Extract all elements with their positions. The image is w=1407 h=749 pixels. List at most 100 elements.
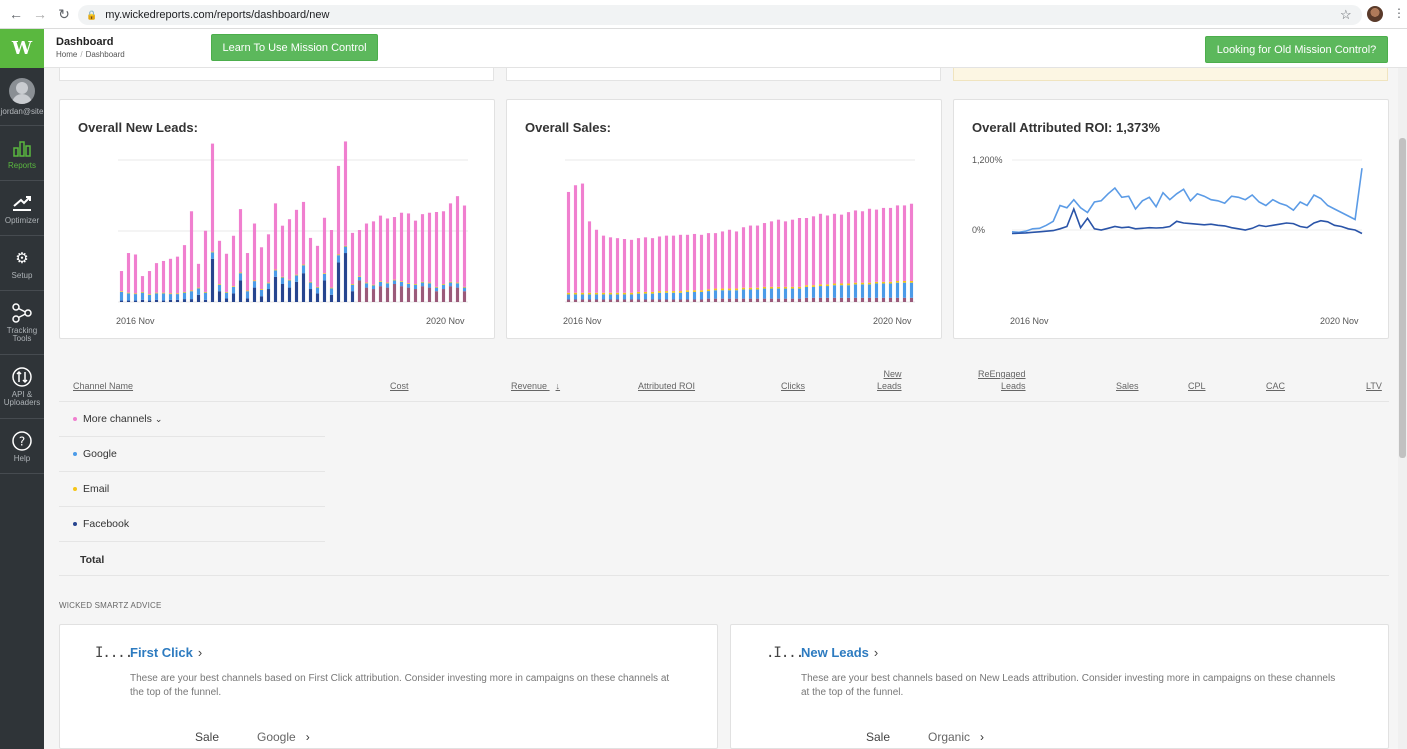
bar-facebook	[455, 287, 460, 302]
reload-icon[interactable]: ↻	[58, 6, 70, 22]
sales-title: Overall Sales:	[525, 120, 611, 135]
bar-email	[762, 286, 767, 289]
bar-more-channels	[301, 201, 306, 265]
bar-email	[650, 291, 655, 294]
bar-facebook	[713, 298, 718, 302]
bar-email	[259, 289, 264, 290]
bar-more-channels	[294, 209, 299, 275]
bookmark-star-icon[interactable]: ☆	[1340, 7, 1352, 22]
bar-google	[755, 289, 760, 299]
bar-facebook	[608, 299, 613, 302]
page-scrollbar[interactable]	[1398, 68, 1407, 749]
sidebar-item-reports[interactable]: Reports	[0, 126, 44, 181]
breadcrumb-home[interactable]: Home	[56, 50, 78, 59]
bar-google	[650, 293, 655, 300]
bar-more-channels	[594, 229, 599, 293]
bar-more-channels	[210, 143, 215, 252]
advice-channel[interactable]: Google ›	[257, 730, 310, 744]
bar-more-channels	[378, 215, 383, 282]
bar-facebook	[343, 253, 348, 302]
row-facebook[interactable]: Facebook	[59, 507, 325, 542]
bar-google	[329, 288, 334, 295]
col-cost[interactable]: Cost	[390, 381, 409, 391]
col-ltv[interactable]: LTV	[1366, 381, 1382, 391]
profile-avatar[interactable]	[1367, 6, 1383, 22]
sidebar-item-optimizer[interactable]: Optimizer	[0, 181, 44, 236]
advice-title[interactable]: New Leads ›	[801, 645, 878, 660]
bar-facebook	[580, 299, 585, 302]
bar-more-channels	[587, 221, 592, 293]
old-mission-control-button[interactable]: Looking for Old Mission Control?	[1205, 36, 1388, 63]
svg-text:?: ?	[19, 434, 25, 448]
col-clicks[interactable]: Clicks	[781, 381, 805, 391]
x-axis-start: 2016 Nov	[563, 316, 602, 326]
bar-google	[839, 285, 844, 298]
advice-title[interactable]: First Click ›	[130, 645, 202, 660]
row-more-channels[interactable]: More channels ⌄	[59, 402, 325, 437]
sidebar-item-setup[interactable]: ⚙ Setup	[0, 236, 44, 291]
x-axis-start: 2016 Nov	[116, 316, 155, 326]
bar-facebook	[727, 298, 732, 302]
col-revenue[interactable]: Revenue ↓	[511, 380, 560, 392]
bar-more-channels	[175, 256, 180, 294]
avatar	[9, 78, 35, 104]
col-new-leads[interactable]: New Leads	[877, 368, 902, 392]
bar-google	[448, 282, 453, 287]
bar-email	[636, 291, 641, 294]
bar-more-channels	[685, 234, 690, 291]
bar-email	[741, 287, 746, 290]
advice-channel[interactable]: Organic ›	[928, 730, 984, 744]
bar-more-channels	[706, 233, 711, 290]
row-google[interactable]: Google	[59, 437, 325, 472]
bar-more-channels	[448, 203, 453, 282]
bar-more-channels	[727, 229, 732, 289]
bar-google	[804, 286, 809, 298]
bar-email	[888, 281, 893, 284]
bar-email	[301, 264, 306, 266]
learn-mission-control-button[interactable]: Learn To Use Mission Control	[211, 34, 378, 61]
x-axis-end: 2020 Nov	[873, 316, 912, 326]
bar-more-channels	[713, 233, 718, 289]
col-channel-name[interactable]: Channel Name	[73, 381, 134, 391]
bar-facebook	[259, 296, 264, 302]
bar-google	[322, 273, 327, 281]
sidebar-item-help[interactable]: ? Help	[0, 419, 44, 474]
warning-card-partial	[953, 68, 1388, 81]
browser-menu-icon[interactable]: ⋮	[1393, 6, 1405, 20]
bar-facebook	[811, 297, 816, 302]
user-profile[interactable]: jordan@site	[0, 68, 44, 126]
col-reengaged-leads[interactable]: ReEngaged Leads	[978, 368, 1026, 392]
optimizer-icon	[11, 192, 33, 214]
bar-email	[685, 290, 690, 292]
bar-google	[385, 283, 390, 288]
wicked-logo[interactable]: W	[0, 29, 44, 68]
col-cpl[interactable]: CPL	[1188, 381, 1206, 391]
bar-google	[671, 292, 676, 300]
bar-google	[336, 255, 341, 263]
bar-email	[448, 281, 453, 283]
setup-icon: ⚙	[15, 249, 29, 267]
bar-more-channels	[874, 209, 879, 282]
col-attributed-roi[interactable]: Attributed ROI	[638, 381, 696, 391]
col-cac[interactable]: CAC	[1266, 381, 1286, 391]
bar-google	[678, 292, 683, 300]
bar-more-channels	[601, 235, 606, 293]
sales-chart	[565, 159, 915, 303]
back-icon[interactable]: ←	[9, 6, 23, 22]
scrollbar-thumb[interactable]	[1399, 138, 1406, 458]
sidebar-item-tracking-tools[interactable]: Tracking Tools	[0, 291, 44, 355]
forward-icon[interactable]: →	[33, 6, 47, 22]
bar-google	[748, 289, 753, 299]
bar-email	[287, 279, 292, 281]
row-label: Facebook	[83, 518, 130, 530]
bar-facebook	[315, 293, 320, 302]
bar-email	[657, 291, 662, 293]
col-sales[interactable]: Sales	[1116, 381, 1139, 391]
row-email[interactable]: Email	[59, 472, 325, 507]
sidebar-item-api-uploaders[interactable]: API & Uploaders	[0, 355, 44, 419]
address-bar[interactable]: 🔒 my.wickedreports.com/reports/dashboard…	[78, 5, 1362, 25]
bar-facebook	[434, 291, 439, 302]
bar-more-channels	[308, 237, 313, 282]
bar-google	[259, 289, 264, 297]
col-reengaged-line2: Leads	[1001, 381, 1026, 391]
